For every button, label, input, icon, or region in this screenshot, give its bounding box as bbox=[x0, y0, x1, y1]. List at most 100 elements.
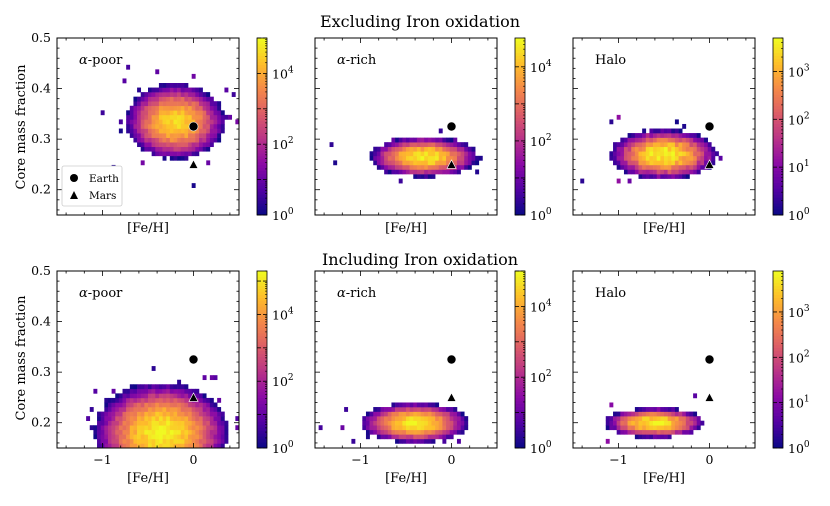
heatmap-cell bbox=[158, 397, 163, 403]
heatmap-cell bbox=[195, 402, 200, 408]
heatmap-cell bbox=[115, 425, 120, 431]
heatmap-cell bbox=[693, 411, 698, 417]
heatmap-cell bbox=[177, 393, 182, 399]
heatmap-cell bbox=[696, 133, 701, 138]
heatmap-cell bbox=[195, 420, 200, 426]
heatmap-cell bbox=[420, 160, 425, 166]
heatmap-cell bbox=[191, 407, 196, 412]
heatmap-cell bbox=[649, 146, 654, 152]
heatmap-cell bbox=[162, 137, 167, 143]
heatmap-cell bbox=[653, 434, 658, 440]
heatmap-cell bbox=[464, 146, 469, 152]
colorbar-segment bbox=[773, 123, 783, 127]
heatmap-cell bbox=[155, 123, 160, 129]
heatmap-cell bbox=[162, 146, 167, 152]
colorbar-segment bbox=[515, 188, 525, 192]
heatmap-cell bbox=[416, 146, 421, 152]
heatmap-cell bbox=[118, 411, 123, 417]
heatmap-cell bbox=[660, 142, 665, 148]
heatmap-cell bbox=[144, 96, 149, 102]
heatmap-cell bbox=[442, 411, 447, 417]
heatmap-cell bbox=[406, 416, 410, 421]
heatmap-cell bbox=[173, 416, 178, 421]
heatmap-cell bbox=[460, 416, 465, 421]
heatmap-cell bbox=[129, 411, 134, 417]
colorbar-segment bbox=[515, 144, 525, 148]
heatmap-cell bbox=[682, 151, 687, 157]
heatmap-cell bbox=[435, 146, 440, 152]
colorbar-segment bbox=[257, 309, 267, 313]
heatmap-cell bbox=[122, 438, 127, 444]
heatmap-cell bbox=[406, 155, 410, 161]
heatmap-cell bbox=[446, 425, 450, 431]
heatmap-cell bbox=[667, 155, 672, 161]
colorbar-segment bbox=[257, 64, 267, 68]
heatmap-cell bbox=[144, 110, 149, 116]
heatmap-cell bbox=[460, 142, 465, 148]
heatmap-cell bbox=[402, 411, 407, 417]
heatmap-cell bbox=[653, 155, 658, 161]
heatmap-cell bbox=[188, 110, 192, 116]
heatmap-cell bbox=[696, 164, 701, 170]
heatmap-cell bbox=[642, 133, 647, 138]
heatmap-cell bbox=[435, 169, 440, 175]
heatmap-cell bbox=[409, 429, 414, 435]
heatmap-cell bbox=[191, 133, 196, 138]
heatmap-cell bbox=[667, 142, 672, 148]
colorbar-segment bbox=[773, 377, 783, 381]
colorbar-segment bbox=[257, 356, 267, 360]
heatmap-cell bbox=[442, 137, 447, 143]
heatmap-cell bbox=[126, 128, 131, 134]
colorbar-segment bbox=[515, 58, 525, 62]
colorbar-segment bbox=[773, 297, 783, 301]
heatmap-cell bbox=[169, 105, 174, 111]
row-title-including: Including Iron oxidation bbox=[322, 250, 518, 269]
colorbar-segment bbox=[515, 300, 525, 304]
colorbar-segment bbox=[257, 273, 267, 278]
colorbar-segment bbox=[257, 43, 267, 48]
mars-marker bbox=[446, 392, 457, 402]
heatmap-cell bbox=[155, 92, 160, 97]
heatmap-cell bbox=[97, 420, 101, 426]
colorbar-segment bbox=[257, 179, 267, 183]
heatmap-cell bbox=[180, 105, 185, 111]
colorbar-segment bbox=[515, 415, 525, 419]
heatmap-cell bbox=[198, 397, 203, 403]
colorbar-segment bbox=[773, 179, 783, 183]
heatmap-cell bbox=[198, 443, 203, 449]
heatmap-cell bbox=[416, 434, 421, 440]
heatmap-cell bbox=[456, 438, 461, 444]
heatmap-cell bbox=[449, 425, 454, 431]
heatmap-cell bbox=[213, 110, 218, 116]
heatmap-cell bbox=[188, 114, 192, 120]
heatmap-cell bbox=[129, 105, 134, 111]
heatmap-cell bbox=[380, 164, 385, 170]
heatmap-cell bbox=[191, 101, 196, 107]
heatmap-cell bbox=[191, 96, 196, 102]
heatmap-cell bbox=[195, 443, 200, 449]
heatmap-cell bbox=[638, 137, 643, 143]
heatmap-cell bbox=[158, 123, 163, 129]
heatmap-cell bbox=[126, 407, 131, 412]
heatmap-cell bbox=[438, 434, 443, 440]
heatmap-cell bbox=[409, 142, 414, 148]
heatmap-cell bbox=[424, 425, 429, 431]
heatmap-cell bbox=[144, 146, 149, 152]
colorbar-tick-label: 102 bbox=[788, 111, 810, 127]
heatmap-cell bbox=[678, 169, 683, 175]
heatmap-cell bbox=[449, 137, 454, 143]
heatmap-cell bbox=[180, 133, 185, 138]
colorbar-segment bbox=[773, 412, 783, 416]
heatmap-cell bbox=[155, 397, 160, 403]
heatmap-cell bbox=[431, 155, 436, 161]
heatmap-cell bbox=[671, 429, 676, 435]
heatmap-cell bbox=[162, 429, 167, 435]
heatmap-cell bbox=[416, 142, 421, 148]
panel-label: α-poor bbox=[79, 53, 123, 68]
heatmap-cell bbox=[162, 425, 167, 431]
heatmap-cell bbox=[213, 114, 218, 120]
heatmap-cell bbox=[188, 92, 192, 97]
heatmap-cell bbox=[166, 92, 171, 97]
heatmap-cell bbox=[464, 164, 469, 170]
heatmap-cell bbox=[118, 438, 123, 444]
